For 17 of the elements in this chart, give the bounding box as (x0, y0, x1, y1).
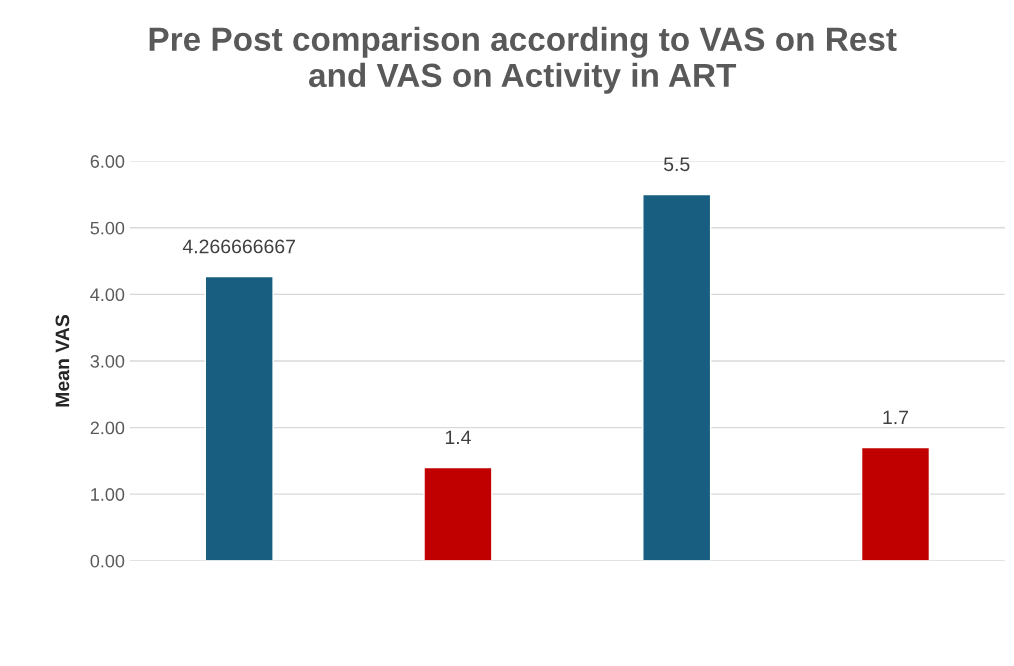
bar (860, 446, 931, 561)
y-tick-label: 6.00 (90, 155, 125, 168)
data-label: 1.4 (445, 430, 471, 445)
y-tick-label: 3.00 (90, 354, 125, 368)
y-tick-label: 4.00 (90, 288, 125, 302)
y-tick-label: 1.00 (91, 488, 125, 501)
data-label: 5.5 (663, 157, 690, 172)
data-label: 1.7 (883, 410, 909, 425)
y-tick-label: 2.00 (90, 421, 125, 435)
data-label: 4.266666667 (182, 239, 295, 254)
y-tick-label: 5.00 (90, 221, 125, 235)
bar (423, 466, 493, 561)
chart-title: Pre Post comparison according to VAS on Rest and VAS on Activity in ART (149, 26, 897, 94)
y-tick-label: 0.00 (90, 554, 125, 568)
bar (642, 193, 712, 561)
y-axis-title: Mean VAS (55, 314, 70, 407)
bar (204, 275, 274, 561)
